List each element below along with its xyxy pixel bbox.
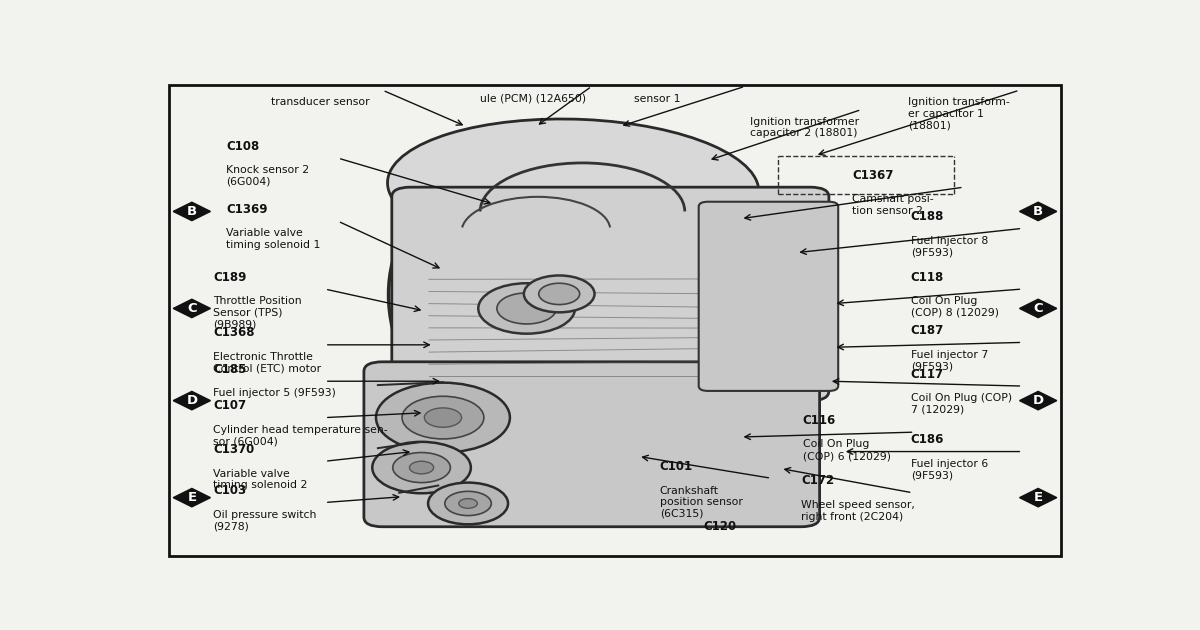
Polygon shape bbox=[173, 299, 210, 318]
FancyBboxPatch shape bbox=[391, 187, 829, 401]
Polygon shape bbox=[173, 488, 210, 507]
Text: Cylinder head temperature sen-
sor (6G004): Cylinder head temperature sen- sor (6G00… bbox=[214, 425, 388, 447]
Text: C103: C103 bbox=[214, 484, 246, 497]
Circle shape bbox=[497, 293, 557, 324]
Text: C1370: C1370 bbox=[214, 443, 254, 456]
Circle shape bbox=[479, 284, 575, 334]
Text: C1368: C1368 bbox=[214, 326, 254, 340]
Text: Wheel speed sensor,
right front (2C204): Wheel speed sensor, right front (2C204) bbox=[802, 500, 914, 522]
Text: C1369: C1369 bbox=[227, 203, 268, 216]
Text: C189: C189 bbox=[214, 271, 247, 284]
Circle shape bbox=[425, 408, 462, 427]
Text: Crankshaft
position sensor
(6C315): Crankshaft position sensor (6C315) bbox=[660, 486, 743, 518]
Polygon shape bbox=[1020, 299, 1057, 318]
Polygon shape bbox=[1020, 202, 1057, 220]
Text: E: E bbox=[187, 491, 197, 504]
Text: C120: C120 bbox=[703, 520, 737, 532]
Text: D: D bbox=[186, 394, 198, 407]
Text: Fuel injector 5 (9F593): Fuel injector 5 (9F593) bbox=[214, 389, 336, 399]
Text: C101: C101 bbox=[660, 460, 692, 473]
Polygon shape bbox=[1020, 391, 1057, 410]
Text: C118: C118 bbox=[911, 271, 944, 284]
FancyBboxPatch shape bbox=[698, 202, 839, 391]
Circle shape bbox=[524, 275, 594, 312]
FancyBboxPatch shape bbox=[364, 362, 820, 527]
Circle shape bbox=[376, 382, 510, 452]
Text: B: B bbox=[187, 205, 197, 218]
Polygon shape bbox=[173, 202, 210, 220]
Text: Ignition transformer
capacitor 2 (18801): Ignition transformer capacitor 2 (18801) bbox=[750, 117, 859, 139]
Circle shape bbox=[372, 442, 470, 493]
Text: Camshaft posi-
tion sensor 2: Camshaft posi- tion sensor 2 bbox=[852, 195, 934, 216]
Text: Coil On Plug (COP)
7 (12029): Coil On Plug (COP) 7 (12029) bbox=[911, 393, 1012, 415]
Text: C1367: C1367 bbox=[852, 169, 894, 182]
Text: C: C bbox=[187, 302, 197, 315]
Text: Ignition transform-
er capacitor 1
(18801): Ignition transform- er capacitor 1 (1880… bbox=[908, 98, 1009, 130]
Polygon shape bbox=[1020, 488, 1057, 507]
Ellipse shape bbox=[388, 119, 758, 255]
Ellipse shape bbox=[389, 156, 814, 510]
Text: Fuel injector 7
(9F593): Fuel injector 7 (9F593) bbox=[911, 350, 988, 371]
Circle shape bbox=[392, 452, 450, 483]
Text: Coil On Plug
(COP) 6 (12029): Coil On Plug (COP) 6 (12029) bbox=[803, 440, 890, 461]
Text: C117: C117 bbox=[911, 368, 944, 381]
Text: sensor 1: sensor 1 bbox=[634, 93, 680, 103]
Text: C: C bbox=[1033, 302, 1043, 315]
Text: Variable valve
timing solenoid 2: Variable valve timing solenoid 2 bbox=[214, 469, 307, 490]
Text: C108: C108 bbox=[227, 140, 259, 152]
Text: Variable valve
timing solenoid 1: Variable valve timing solenoid 1 bbox=[227, 229, 320, 250]
Text: C185: C185 bbox=[214, 363, 247, 376]
Circle shape bbox=[428, 483, 508, 524]
Text: C187: C187 bbox=[911, 324, 944, 337]
Text: C186: C186 bbox=[911, 433, 944, 446]
Text: B: B bbox=[1033, 205, 1043, 218]
Text: Coil On Plug
(COP) 8 (12029): Coil On Plug (COP) 8 (12029) bbox=[911, 296, 998, 318]
Text: C116: C116 bbox=[803, 414, 836, 427]
Text: transducer sensor: transducer sensor bbox=[271, 98, 370, 108]
Circle shape bbox=[539, 284, 580, 304]
Text: Oil pressure switch
(9278): Oil pressure switch (9278) bbox=[214, 510, 317, 531]
Text: Fuel injector 6
(9F593): Fuel injector 6 (9F593) bbox=[911, 459, 988, 481]
Text: Fuel injector 8
(9F593): Fuel injector 8 (9F593) bbox=[911, 236, 988, 257]
Text: Throttle Position
Sensor (TPS)
(9B989): Throttle Position Sensor (TPS) (9B989) bbox=[214, 296, 302, 329]
Polygon shape bbox=[173, 391, 210, 410]
Text: ule (PCM) (12A650): ule (PCM) (12A650) bbox=[480, 93, 587, 103]
Text: D: D bbox=[1032, 394, 1044, 407]
Circle shape bbox=[458, 498, 478, 508]
Text: Knock sensor 2
(6G004): Knock sensor 2 (6G004) bbox=[227, 165, 310, 187]
Circle shape bbox=[409, 461, 433, 474]
Circle shape bbox=[445, 491, 491, 515]
Circle shape bbox=[402, 396, 484, 439]
Text: C107: C107 bbox=[214, 399, 246, 412]
Text: Electronic Throttle
Control (ETC) motor: Electronic Throttle Control (ETC) motor bbox=[214, 352, 322, 374]
Text: E: E bbox=[1033, 491, 1043, 504]
Text: C188: C188 bbox=[911, 210, 944, 223]
Text: C172: C172 bbox=[802, 474, 834, 488]
